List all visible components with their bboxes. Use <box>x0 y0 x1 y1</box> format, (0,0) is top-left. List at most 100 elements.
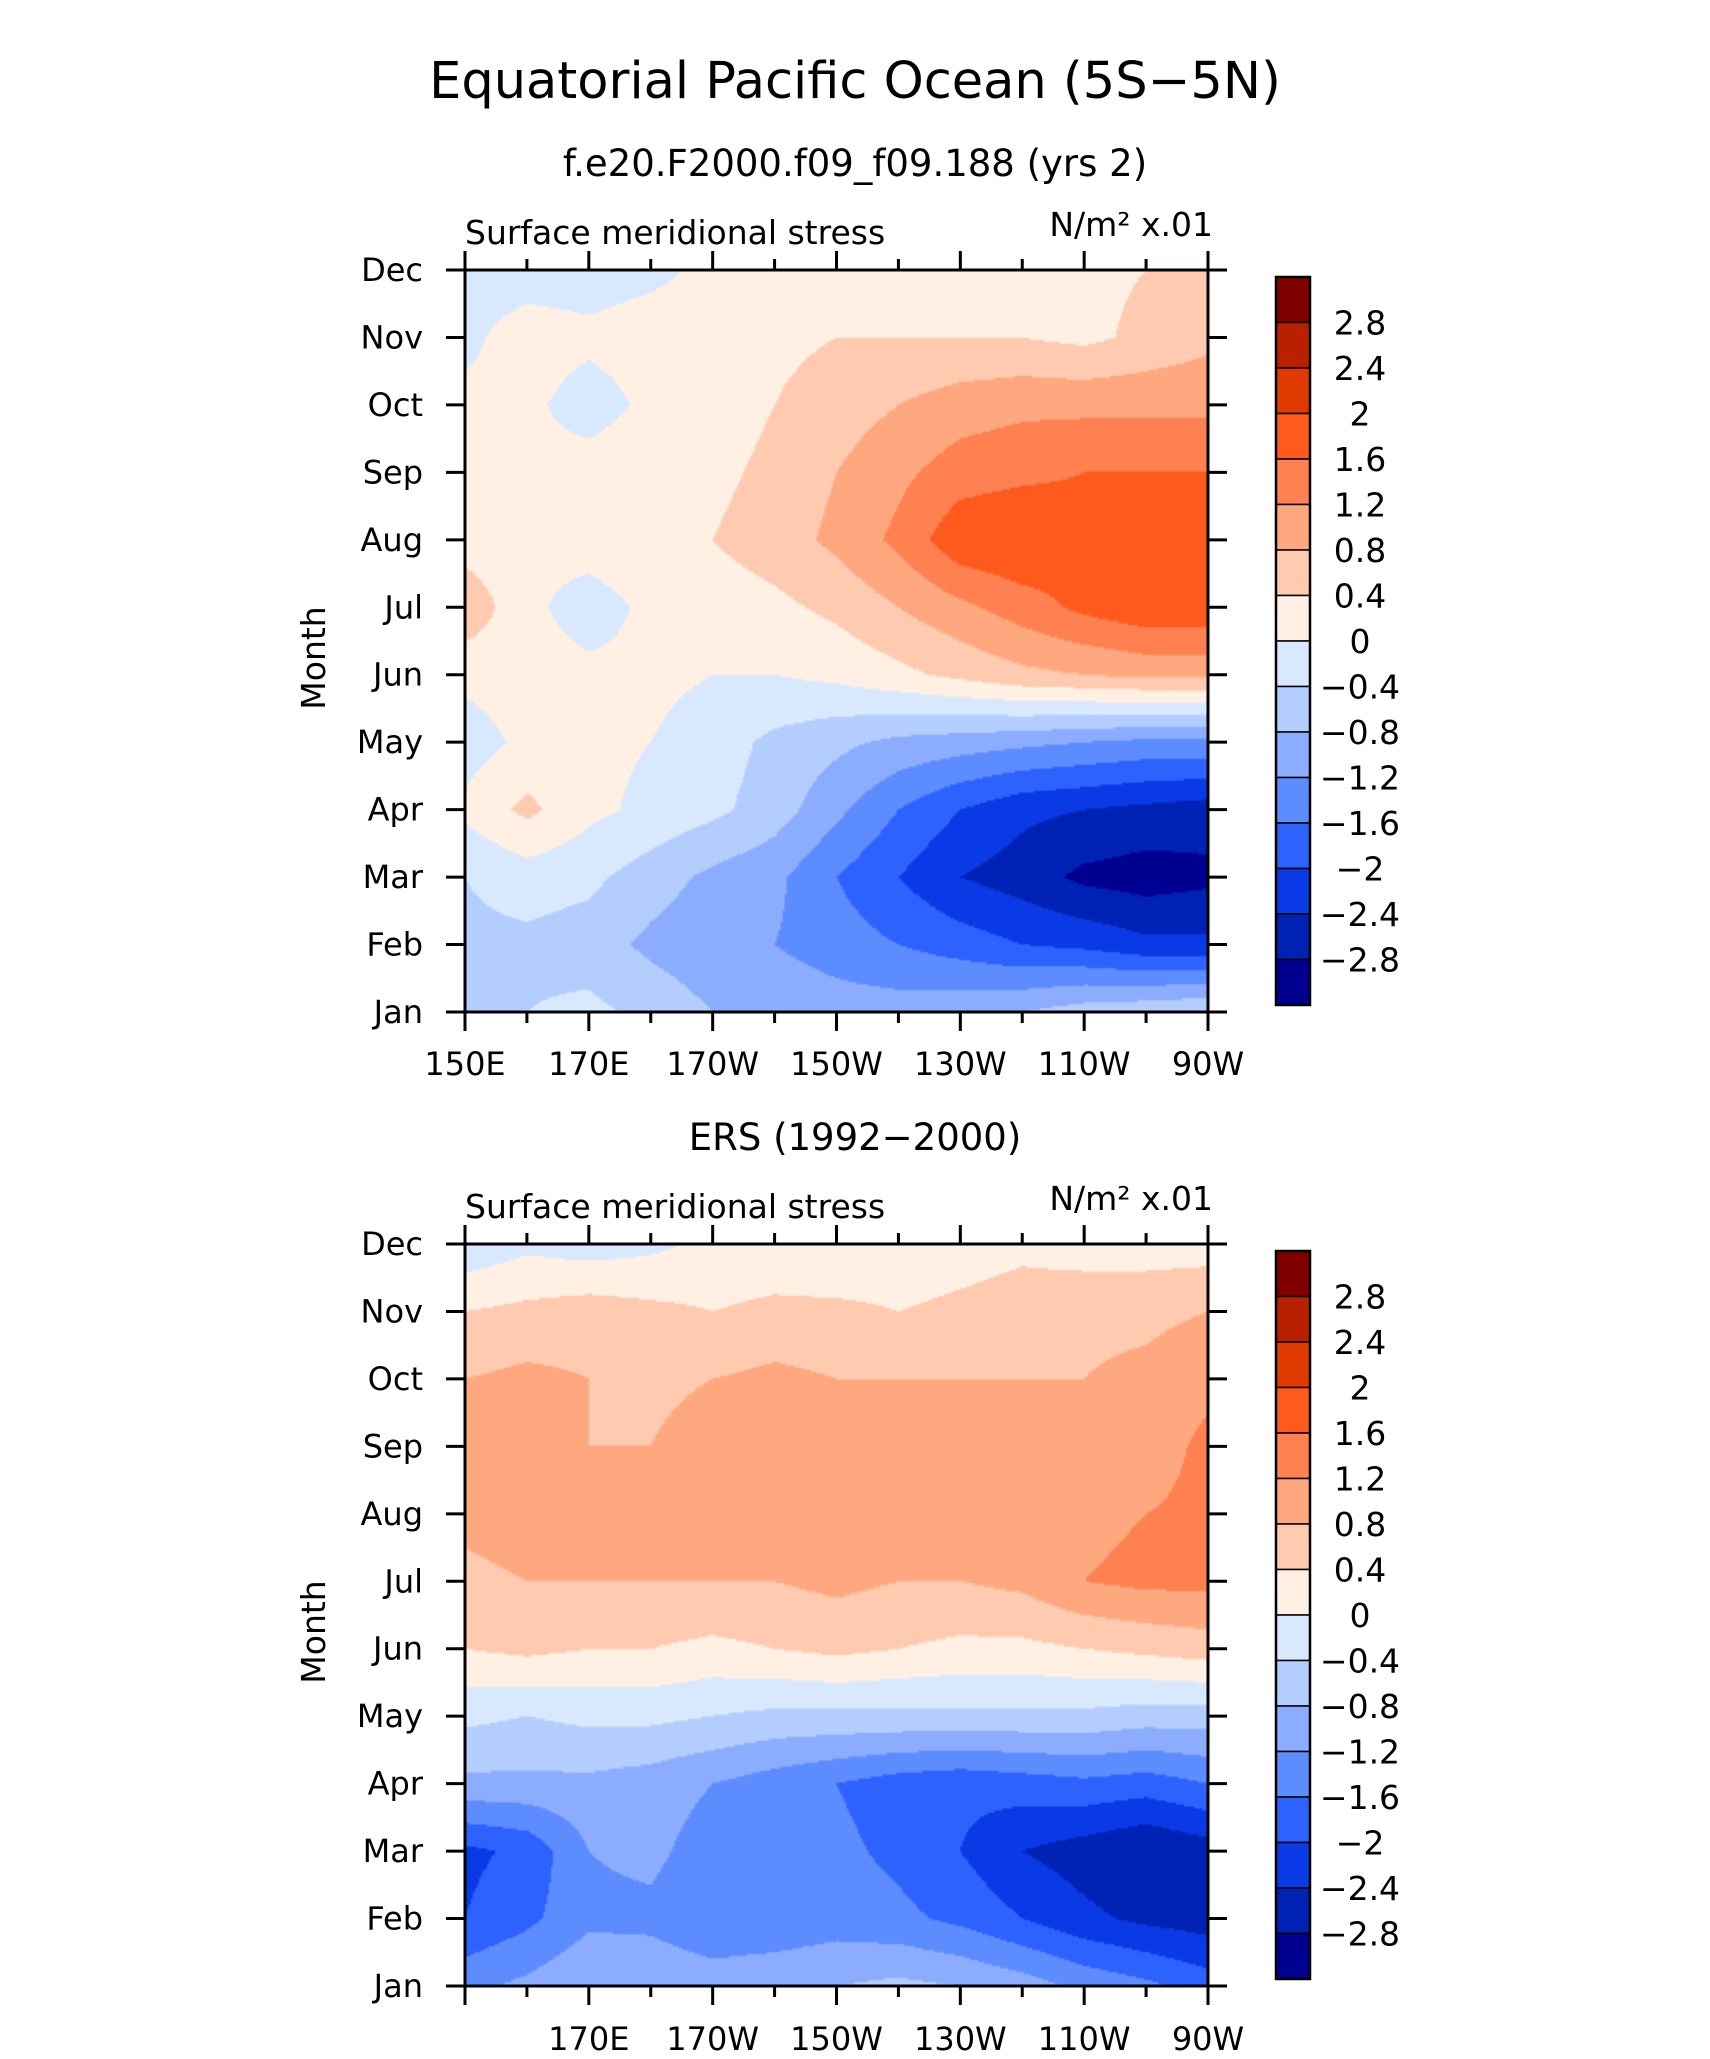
colorbar-swatch <box>1275 594 1311 642</box>
y-tick-label: Mar <box>363 858 424 896</box>
colorbar-label: 1.6 <box>1334 1414 1386 1453</box>
colorbar-swatch <box>1275 776 1311 824</box>
plot-area <box>465 1244 1208 1986</box>
y-tick-label: Jun <box>371 656 423 694</box>
y-tick-label: Aug <box>361 1495 423 1533</box>
colorbar-swatch <box>1275 412 1311 460</box>
colorbar-label: 2.4 <box>1334 349 1386 388</box>
colorbar-swatch <box>1275 1887 1311 1935</box>
colorbar-swatch <box>1275 1659 1311 1707</box>
panel-right-label: N/m² x.01 <box>1049 1179 1213 1218</box>
panel-observations: ERS (1992−2000) Surface meridional stres… <box>294 1116 1400 2058</box>
colorbar-swatch <box>1275 1250 1311 1298</box>
y-tick-label: Apr <box>368 1765 424 1803</box>
colorbar-label: −1.2 <box>1320 1733 1400 1772</box>
x-tick-label: 150W <box>790 2020 883 2058</box>
y-tick-label: Oct <box>368 1360 423 1398</box>
colorbar-swatch <box>1275 321 1311 369</box>
colorbar-label: 0.4 <box>1334 1551 1386 1590</box>
colorbar-label: 2 <box>1350 1369 1371 1408</box>
colorbar-label: 1.2 <box>1334 486 1386 525</box>
colorbar-label: −2.4 <box>1320 895 1400 934</box>
y-tick-label: Dec <box>361 1225 423 1263</box>
x-tick-label: 150E <box>424 1045 505 1083</box>
colorbar-swatch <box>1275 1477 1311 1525</box>
colorbar-swatch <box>1275 276 1311 324</box>
colorbar-label: 2.8 <box>1334 304 1386 343</box>
colorbar-label: 0 <box>1350 622 1371 661</box>
y-tick-label: Feb <box>366 1900 423 1938</box>
colorbar-swatch <box>1275 1705 1311 1753</box>
x-tick-label: 110W <box>1038 2020 1131 2058</box>
plot-area <box>465 270 1208 1012</box>
colorbar-label: −2.4 <box>1320 1869 1400 1908</box>
colorbar-swatch <box>1275 731 1311 779</box>
y-tick-label: Apr <box>368 791 424 829</box>
y-tick-label: Aug <box>361 521 423 559</box>
colorbar-swatch <box>1275 1523 1311 1571</box>
colorbar-label: 1.6 <box>1334 440 1386 479</box>
y-tick-label: Dec <box>361 251 423 289</box>
colorbar-swatch <box>1275 458 1311 506</box>
colorbar-label: −0.4 <box>1320 1642 1400 1681</box>
colorbar-swatch <box>1275 1614 1311 1662</box>
colorbar-swatch <box>1275 1295 1311 1343</box>
y-tick-label: Oct <box>368 386 423 424</box>
x-tick-label: 150W <box>790 1045 883 1083</box>
colorbar-label: 2.4 <box>1334 1323 1386 1362</box>
y-axis-label: Month <box>294 1580 333 1683</box>
panel-right-label: N/m² x.01 <box>1049 205 1213 244</box>
x-tick-label: 170W <box>666 2020 759 2058</box>
colorbar-label: −2.8 <box>1320 1915 1400 1954</box>
x-tick-label: 130W <box>914 1045 1007 1083</box>
panel-subtitle: ERS (1992−2000) <box>689 1116 1022 1159</box>
y-tick-label: Jul <box>382 588 423 626</box>
colorbar-swatch <box>1275 549 1311 597</box>
figure-title: Equatorial Pacific Ocean (5S−5N) <box>429 52 1281 111</box>
colorbar-swatch <box>1275 913 1311 961</box>
colorbar-label: −0.8 <box>1320 713 1400 752</box>
x-tick-label: 110W <box>1038 1045 1131 1083</box>
colorbar-swatch <box>1275 822 1311 870</box>
x-tick-label: 90W <box>1172 2020 1244 2058</box>
x-tick-label: 170E <box>548 1045 629 1083</box>
colorbar-swatch <box>1275 1341 1311 1389</box>
y-tick-label: Nov <box>361 1292 423 1330</box>
colorbar-swatch <box>1275 1750 1311 1798</box>
colorbar-swatch <box>1275 1386 1311 1434</box>
colorbar-label: −2.8 <box>1320 941 1400 980</box>
colorbar-label: −2 <box>1336 1824 1385 1863</box>
colorbar-swatch <box>1275 367 1311 415</box>
colorbar-swatch <box>1275 503 1311 551</box>
colorbar-label: 2.8 <box>1334 1278 1386 1317</box>
colorbar-swatch <box>1275 640 1311 688</box>
panel-left-label: Surface meridional stress <box>465 213 885 252</box>
y-tick-label: Jan <box>372 1967 423 2005</box>
x-tick-label: 170E <box>548 2020 629 2058</box>
colorbar-label: 0.4 <box>1334 577 1386 616</box>
colorbar-label: 1.2 <box>1334 1460 1386 1499</box>
y-tick-label: Sep <box>363 453 423 491</box>
y-axis-label: Month <box>294 606 333 709</box>
colorbar-label: −0.8 <box>1320 1687 1400 1726</box>
colorbar-label: −1.6 <box>1320 804 1400 843</box>
colorbar-label: −1.6 <box>1320 1778 1400 1817</box>
colorbar-label: 0.8 <box>1334 1505 1386 1544</box>
y-tick-label: Feb <box>366 926 423 964</box>
colorbar-swatch <box>1275 1568 1311 1616</box>
colorbar-label: 0 <box>1350 1596 1371 1635</box>
colorbar-swatch <box>1275 685 1311 733</box>
y-tick-label: Mar <box>363 1832 424 1870</box>
colorbar-label: 2 <box>1350 395 1371 434</box>
colorbar-swatch <box>1275 1432 1311 1480</box>
x-tick-label: 170W <box>666 1045 759 1083</box>
y-tick-label: Jun <box>371 1630 423 1668</box>
y-tick-label: Jan <box>372 993 423 1031</box>
colorbar-swatch <box>1275 1841 1311 1889</box>
panel-model: f.e20.F2000.f09_f09.188 (yrs 2) Surface … <box>294 142 1400 1083</box>
y-tick-label: May <box>357 723 423 761</box>
y-tick-label: Jul <box>382 1562 423 1600</box>
y-tick-label: Sep <box>363 1427 423 1465</box>
colorbar-label: 0.8 <box>1334 531 1386 570</box>
